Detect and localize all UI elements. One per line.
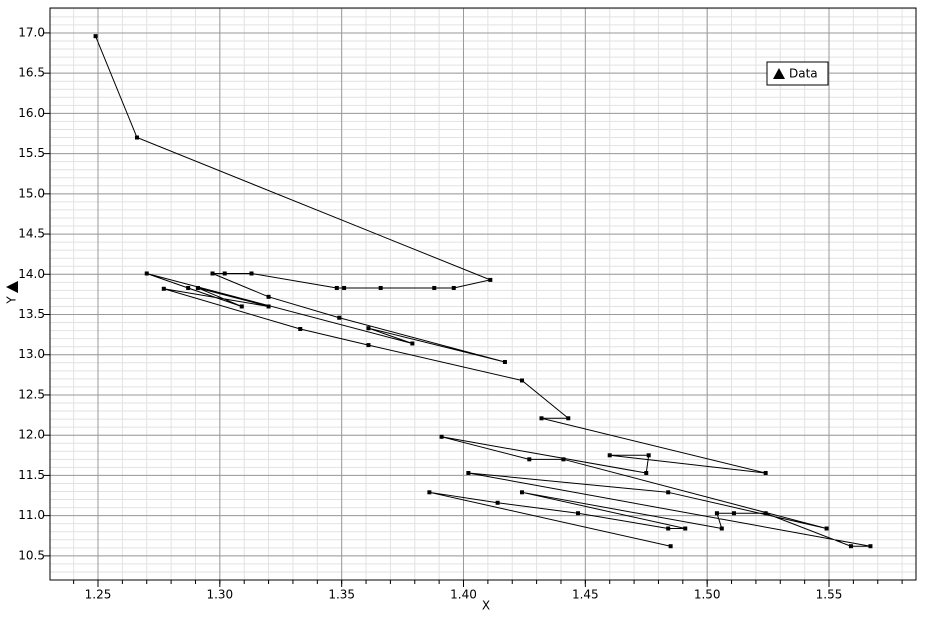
y-tick-label: 12.0 [18,428,45,442]
data-point [731,511,736,516]
data-line [95,35,871,547]
data-point [134,135,139,140]
x-axis-label: X [482,599,490,613]
y-tick-label: 16.5 [18,66,45,80]
data-point [763,471,768,476]
x-tick-label: 1.55 [816,588,843,602]
data-point [539,416,544,421]
data-point [714,511,719,516]
data-point [366,343,371,348]
x-tick-label: 1.45 [572,588,599,602]
data-point [451,285,456,290]
data-point [561,457,566,462]
data-point [763,511,768,516]
data-point [378,285,383,290]
data-point [566,416,571,421]
data-point [495,500,500,505]
data-point [366,326,371,331]
y-tick-label: 16.0 [18,106,45,120]
y-tick-label: 15.0 [18,186,45,200]
data-point [527,457,532,462]
y-axis-label: Y [5,296,19,305]
y-tick-label: 14.0 [18,267,45,281]
data-point [848,544,853,549]
data-point [607,453,612,458]
data-point [824,526,829,531]
data-point [488,277,493,282]
data-point [342,285,347,290]
data-point [266,294,271,299]
data-point [666,490,671,495]
data-point [668,544,673,549]
x-tick-label: 1.40 [450,588,477,602]
y-tick-label: 12.5 [18,387,45,401]
y-tick-label: 10.5 [18,548,45,562]
data-point [266,304,271,309]
data-point [519,490,524,495]
y-tick-label: 15.5 [18,146,45,160]
y-tick-label: 11.5 [18,468,45,482]
y-tick-label: 17.0 [18,25,45,39]
y-tick-label: 13.0 [18,347,45,361]
data-point [144,271,149,276]
x-tick-label: 1.50 [694,588,721,602]
y-axis-icon [6,281,18,293]
legend-label: Data [789,67,818,81]
x-tick-label: 1.35 [328,588,355,602]
x-tick-label: 1.30 [206,588,233,602]
data-point [502,359,507,364]
data-point [298,326,303,331]
legend: Data [766,61,829,86]
data-point [646,453,651,458]
data-point [868,544,873,549]
data-point [410,341,415,346]
data-point [161,286,166,291]
data-point [683,526,688,531]
data-point [337,315,342,320]
plot-frame [49,7,917,581]
data-point [432,285,437,290]
data-point [719,526,724,531]
y-tick-label: 14.5 [18,227,45,241]
y-tick-label: 13.5 [18,307,45,321]
y-tick-label: 11.0 [18,508,45,522]
data-point [93,34,98,39]
data-point [519,378,524,383]
data-point [222,271,227,276]
data-point [439,434,444,439]
data-point [666,526,671,531]
data-point [239,304,244,309]
data-point [427,490,432,495]
data-point [334,285,339,290]
data-point [249,271,254,276]
data-point [195,285,200,290]
data-point [466,471,471,476]
legend-box [766,61,829,86]
x-tick-label: 1.25 [85,588,112,602]
data-point [186,285,191,290]
data-point [576,511,581,516]
data-point [210,271,215,276]
legend-symbol [773,68,785,79]
data-point [644,471,649,476]
